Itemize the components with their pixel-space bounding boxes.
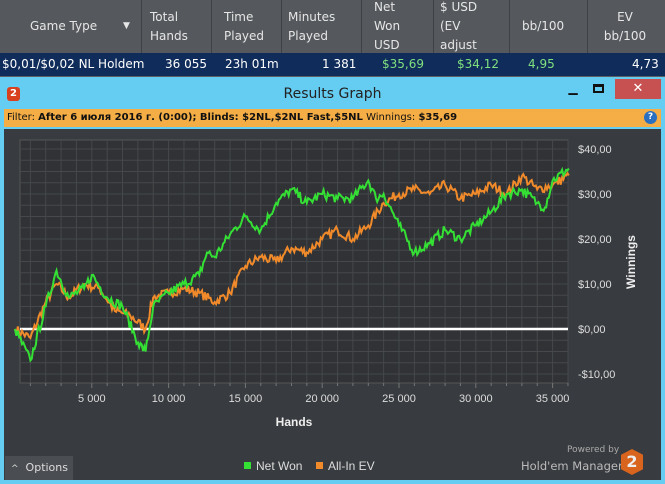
series-line-net-won	[14, 166, 570, 363]
col-time-played[interactable]: Time Played	[212, 0, 282, 53]
cell-time-played: 23h 01m	[225, 57, 279, 71]
x-tick-label: 35 000	[536, 393, 570, 405]
col-bb100[interactable]: bb/100	[510, 0, 588, 53]
powered-by-text: Powered by	[567, 445, 620, 455]
chevron-up-icon: ^	[11, 464, 19, 474]
close-button[interactable]: ✕	[615, 79, 661, 99]
cell-net-won: $35,69	[382, 57, 424, 71]
cell-game-type: $0,01/$0,02 NL Holdem	[2, 57, 145, 71]
y-tick-label: $30,00	[578, 189, 612, 201]
results-chart: 5 000 10 000 15 000 20 000 25 000 30 000 35 00…	[14, 139, 638, 473]
y-tick-label: $10,00	[578, 279, 612, 291]
y-tick-label: -$10,00	[578, 369, 615, 381]
app-logo-icon: 2	[7, 87, 20, 101]
help-icon[interactable]: ?	[644, 111, 657, 124]
sort-dropdown-icon[interactable]: ▼	[123, 21, 130, 31]
x-tick-label: 30 000	[459, 393, 493, 405]
results-graph-window: 2 Results Graph ▁ ✕ Filter: After 6 июля…	[0, 77, 665, 484]
y-axis-title: Winnings	[624, 235, 638, 289]
brand-text: Hold'em Manager	[521, 459, 623, 473]
x-tick-label: 20 000	[305, 393, 339, 405]
cell-ev-adjusted: $34,12	[457, 57, 499, 71]
col-net-won[interactable]: Net Won USD	[362, 0, 434, 53]
x-tick-label: 5 000	[78, 393, 106, 405]
maximize-button[interactable]	[593, 84, 604, 93]
cell-ev-bb100: 4,73	[632, 57, 659, 71]
hem-logo-icon: 2	[621, 449, 643, 475]
filter-bar: Filter: After 6 июля 2016 г. (0:00); Bli…	[4, 109, 661, 127]
legend-label: Net Won	[256, 459, 302, 473]
col-minutes-played[interactable]: Minutes Played	[282, 0, 362, 53]
options-button[interactable]: ^ Options	[5, 456, 73, 480]
cell-total-hands: 36 055	[165, 57, 207, 71]
x-tick-label: 15 000	[229, 393, 263, 405]
legend-swatch	[316, 462, 323, 469]
window-title: Results Graph	[283, 86, 382, 102]
col-total-hands[interactable]: Total Hands	[142, 0, 212, 53]
cell-bb100: 4,95	[528, 57, 555, 71]
col-ev-bb100[interactable]: EV bb/100	[603, 9, 647, 43]
legend-label: All-In EV	[328, 459, 375, 473]
y-tick-label: $20,00	[578, 234, 612, 246]
cell-minutes-played: 1 381	[322, 57, 357, 71]
x-axis-title: Hands	[276, 415, 313, 429]
table-header: Game Type ▼ Total Hands Time Played Minut…	[0, 0, 665, 53]
y-tick-label: $0,00	[578, 324, 606, 336]
x-tick-label: 25 000	[382, 393, 416, 405]
chart-area: 5 000 10 000 15 000 20 000 25 000 30 000 35 00…	[4, 129, 661, 480]
legend-swatch	[244, 462, 251, 469]
col-game-type[interactable]: Game Type ▼	[0, 0, 142, 53]
minimize-button[interactable]: ▁	[568, 81, 578, 95]
series-line-all-in-ev	[14, 171, 570, 340]
x-tick-label: 10 000	[152, 393, 186, 405]
table-row[interactable]: $0,01/$0,02 NL Holdem 36 055 23h 01m 1 3…	[0, 53, 665, 76]
y-tick-label: $40,00	[578, 144, 612, 156]
col-ev-adjusted[interactable]: $ USD (EV adjust	[434, 0, 510, 53]
